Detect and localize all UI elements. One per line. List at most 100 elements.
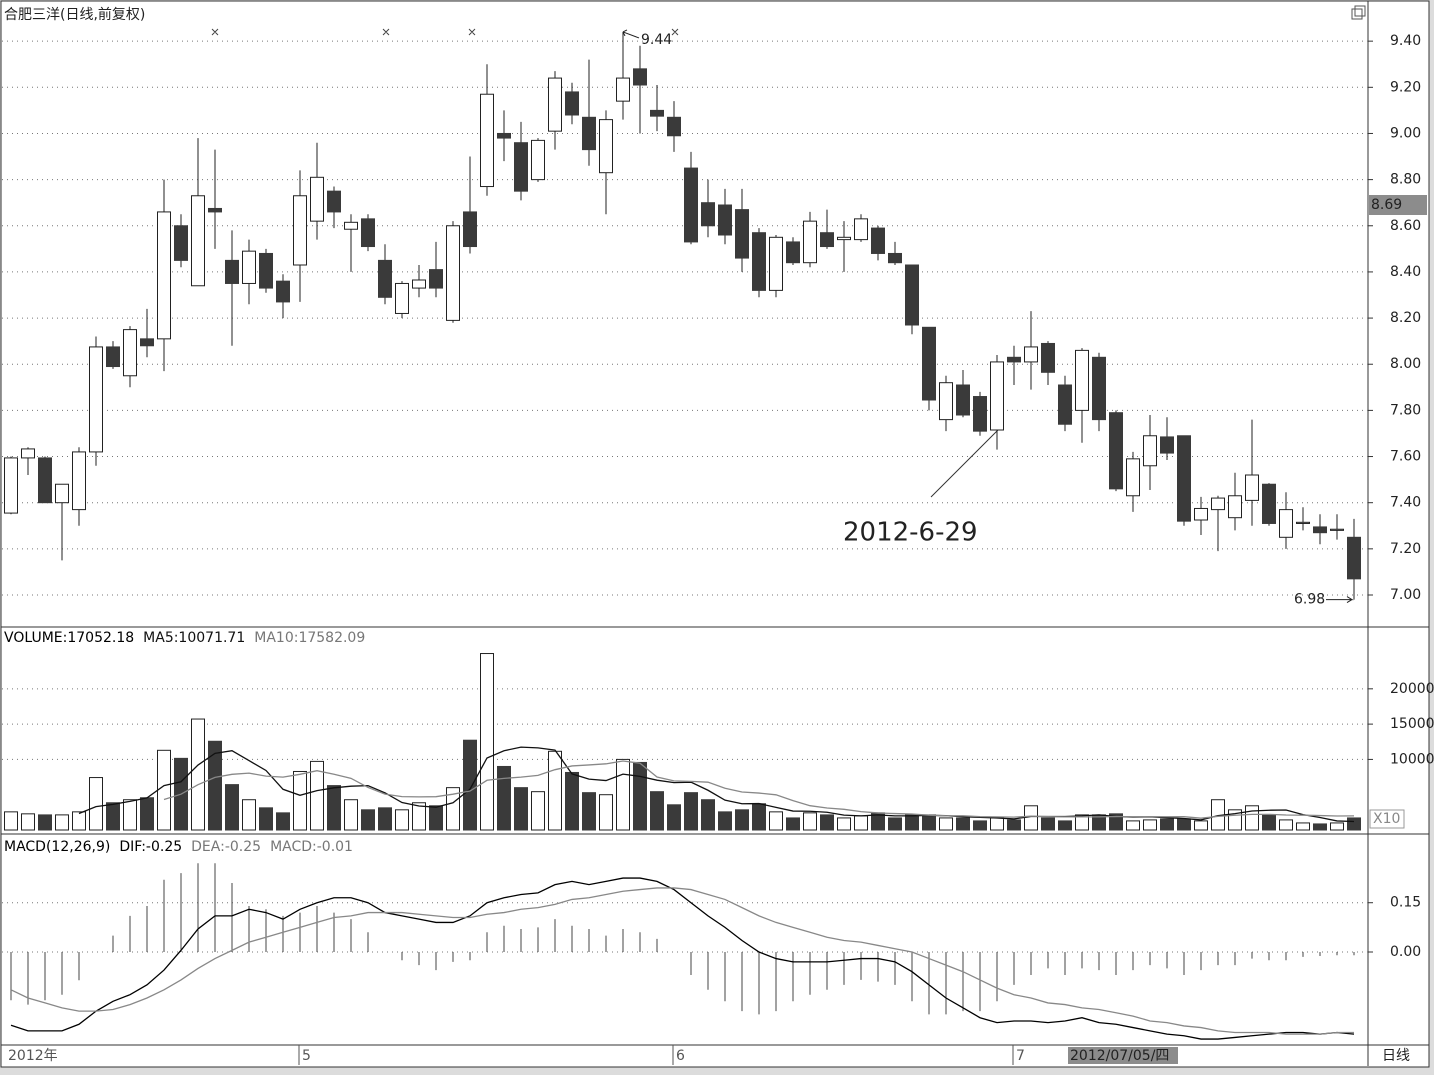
candle-body [327,190,341,213]
indicator-line [10,877,1355,1040]
volume-bar [1109,813,1123,831]
volume-bar [1041,817,1055,831]
candle-body [412,279,426,289]
period-label[interactable]: 日线 [1382,1048,1410,1064]
volume-bar [225,784,239,831]
restore-icon[interactable] [1351,8,1363,20]
annotation: 2012-6-29 [843,518,978,548]
volume-bar [429,805,443,831]
volume-bar [1313,823,1327,831]
indicator-label: MA5:10071.71 [143,630,245,646]
x-tick-label: 7 [1016,1048,1025,1064]
volume-bar [4,811,18,831]
cursor-price-box [1369,195,1427,215]
unit-box [1369,809,1405,829]
candle-body [956,384,970,416]
min-arrow [1326,596,1354,604]
volume-bar [599,794,613,831]
volume-bar [701,799,715,831]
volume-bar [956,817,970,831]
volume-bar [650,791,664,831]
candle-body [803,220,817,264]
y-tick-label: 20000 [1390,681,1434,697]
event-marker [211,28,679,36]
candle-body [208,207,222,213]
volume-bar [990,817,1004,831]
candle-body [701,202,715,227]
candle-body [820,232,834,248]
volume-bar [55,814,69,831]
candle-body [140,338,154,347]
volume-bar [582,792,596,831]
y-tick-label: 7.40 [1390,495,1421,511]
volume-bar [344,799,358,831]
volume-bar [667,804,681,831]
y-tick-label: 15000 [1390,716,1434,732]
volume-bar [820,814,834,831]
candle-body [55,483,69,504]
candle-body [684,167,698,243]
volume-bar [1330,822,1344,831]
volume-bar [888,817,902,831]
volume-bar [259,807,273,831]
volume-bar [72,811,86,831]
volume-bar [106,802,120,831]
candle-body [990,361,1004,431]
candle-body [21,448,35,459]
indicator-line [10,887,1354,1035]
candle-body [837,236,851,241]
volume-bar [480,653,494,831]
candle-body [1296,521,1310,524]
candle-body [310,176,324,222]
candle-body [633,68,647,86]
volume-bar [1024,805,1038,831]
candle-body [1228,495,1242,519]
volume-bar [327,785,341,831]
volume-bar [310,760,324,831]
candle-body [497,132,511,139]
candle-body [1262,483,1276,524]
volume-bar [939,817,953,831]
candle-body [939,382,953,421]
volume-bar [21,813,35,831]
volume-bar [1177,818,1191,831]
candle-body [786,241,800,264]
candle-body [1024,346,1038,363]
indicator-label: MA10:17582.09 [254,630,365,646]
candle-body [361,218,375,248]
candle-body [1245,474,1259,501]
candle-body [1177,435,1191,522]
candle-body [89,346,103,453]
volume-bar [157,749,171,831]
indicator-label: MACD(12,26,9) [4,839,110,855]
candle-body [667,116,681,137]
volume-bar [1058,820,1072,831]
volume-bar [633,761,647,831]
annotation-line [930,429,999,498]
candle-body [769,236,783,291]
restore-icon[interactable] [1354,5,1366,17]
indicator-label: DEA:-0.25 [191,839,261,855]
volume-bar [565,771,579,831]
candle-body [888,252,902,264]
y-tick-label: 9.00 [1390,125,1421,141]
candle-body [854,218,868,241]
candle-body [123,329,137,377]
candle-body [735,209,749,259]
cursor-price: 8.69 [1371,197,1402,213]
candle-body [480,93,494,188]
y-tick-label: 8.80 [1390,172,1421,188]
candle-body [599,119,613,174]
candle-body [905,264,919,326]
candle-body [1279,509,1293,538]
volume-bar [837,817,851,831]
volume-bar [446,787,460,831]
x-tick-label: 5 [302,1048,311,1064]
candle-body [344,221,358,230]
candle-body [1194,507,1208,521]
x-tick-label: 2012年 [8,1048,58,1064]
y-tick-label: 7.00 [1390,587,1421,603]
